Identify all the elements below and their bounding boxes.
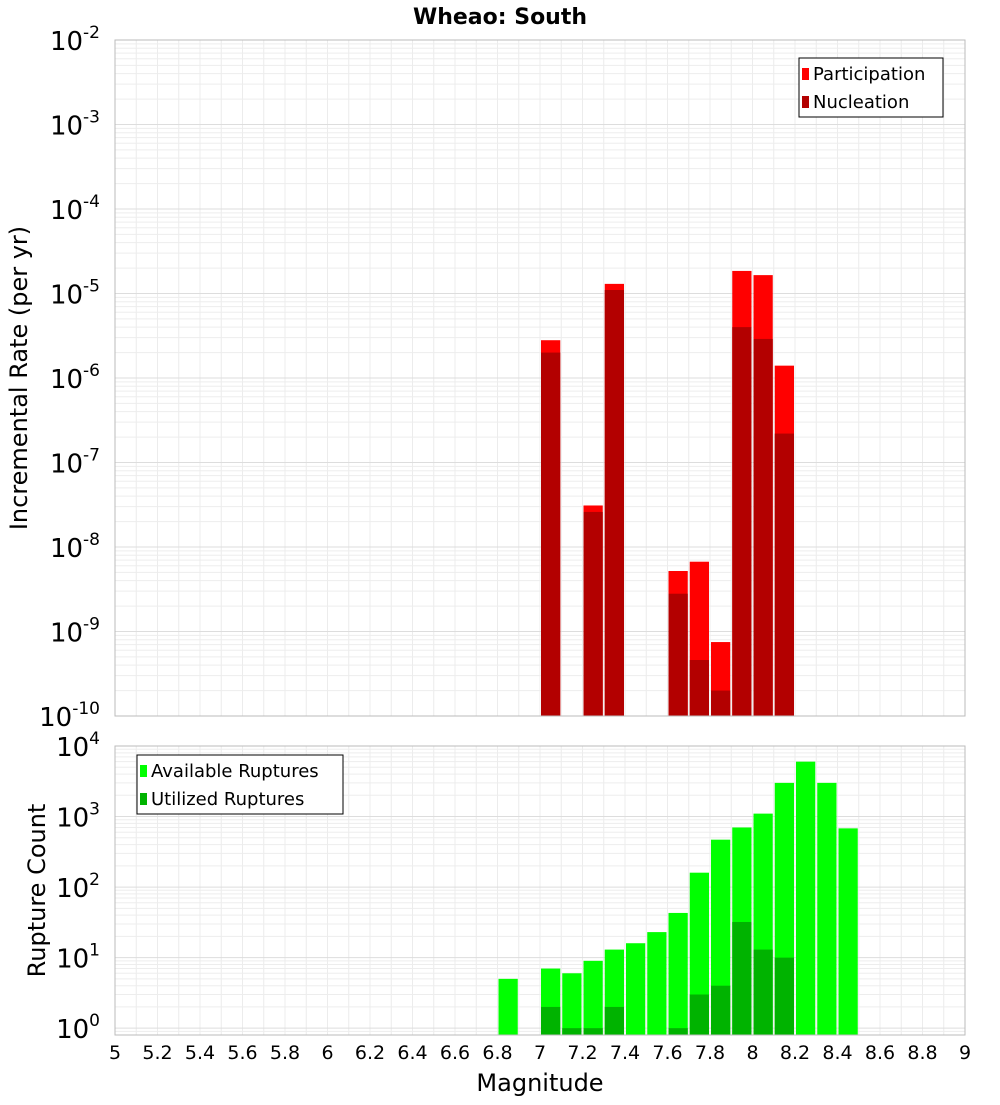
x-tick-label: 7.4 <box>610 1042 640 1064</box>
x-tick-label: 7.2 <box>567 1042 597 1064</box>
bar-utilized-ruptures <box>583 1028 603 1035</box>
y-tick-label: 10-3 <box>50 108 100 142</box>
bar-utilized-ruptures <box>541 1006 561 1035</box>
x-tick-label: 6 <box>321 1042 333 1064</box>
y-tick-label: 101 <box>56 941 100 975</box>
bar-available-ruptures <box>838 828 858 1035</box>
chart-title: Wheao: South <box>413 5 587 30</box>
x-tick-label: 5.2 <box>142 1042 172 1064</box>
bar-utilized-ruptures <box>562 1028 582 1035</box>
x-tick-label: 8.8 <box>907 1042 937 1064</box>
bar-utilized-ruptures <box>668 1028 688 1035</box>
bar-nucleation <box>668 593 688 716</box>
legend-box <box>798 57 944 118</box>
bar-available-ruptures <box>796 761 816 1035</box>
bar-utilized-ruptures <box>774 957 794 1035</box>
legend-entry: Nucleation <box>813 92 909 113</box>
x-tick-label: 6.4 <box>397 1042 427 1064</box>
bar-utilized-ruptures <box>732 921 752 1035</box>
bar-available-ruptures <box>583 960 603 1035</box>
y-tick-label: 102 <box>56 870 100 904</box>
y-tick-label: 10-6 <box>50 361 100 395</box>
y-tick-label: 10-8 <box>50 530 100 564</box>
x-tick-label: 5 <box>109 1042 121 1064</box>
legend-box <box>136 754 344 815</box>
bar-nucleation <box>774 433 794 716</box>
y-tick-label: 103 <box>56 800 100 834</box>
legend-swatch <box>802 68 809 80</box>
panel-1: 100 101 102 103 104 Rupture Count 5 5.2 5.4 5.6 5.… <box>23 729 971 1097</box>
bar-utilized-ruptures <box>689 994 709 1035</box>
x-tick-label: 7 <box>534 1042 546 1064</box>
x-tick-label: 6.2 <box>355 1042 385 1064</box>
y-tick-label: 100 <box>56 1011 100 1045</box>
y-tick-label: 10-9 <box>50 615 100 649</box>
legend-entry: Utilized Ruptures <box>151 789 304 810</box>
x-axis-label: Magnitude <box>476 1069 603 1097</box>
x-tick-label: 8 <box>746 1042 758 1064</box>
y-tick-label: 10-10 <box>39 699 100 733</box>
legend-entry: Available Ruptures <box>151 761 319 782</box>
bar-available-ruptures <box>668 912 688 1035</box>
x-tick-label: 8.4 <box>822 1042 852 1064</box>
panel-0: 10-10 10-9 10-8 10-7 10-6 10-5 10-4 10-3 10-2 Inc… <box>5 23 966 733</box>
bar-nucleation <box>583 511 603 716</box>
bar-available-ruptures <box>689 872 709 1035</box>
x-tick-label: 8.2 <box>780 1042 810 1064</box>
legend-swatch <box>140 765 147 777</box>
legend-entry: Participation <box>813 64 925 85</box>
bar-nucleation <box>689 659 709 716</box>
y-axis-label: Rupture Count <box>23 804 51 978</box>
x-tick-label: 7.8 <box>695 1042 725 1064</box>
bar-nucleation <box>541 352 561 716</box>
y-axis-label: Incremental Rate (per yr) <box>5 226 33 530</box>
bar-nucleation <box>604 290 624 716</box>
y-tick-label: 10-5 <box>50 277 100 311</box>
bar-utilized-ruptures <box>753 949 773 1035</box>
legend: Available Ruptures Utilized Ruptures <box>136 754 344 815</box>
x-tick-label: 6.8 <box>482 1042 512 1064</box>
bar-utilized-ruptures <box>711 985 731 1035</box>
y-tick-label: 10-4 <box>50 192 100 226</box>
x-tick-label: 9 <box>959 1042 971 1064</box>
legend-swatch <box>140 793 147 805</box>
bar-nucleation <box>711 690 731 716</box>
plot-frame <box>114 745 966 1036</box>
bar-utilized-ruptures <box>604 1006 624 1035</box>
legend: Participation Nucleation <box>798 57 944 118</box>
bar-available-ruptures <box>817 782 837 1035</box>
x-tick-label: 5.4 <box>185 1042 215 1064</box>
bar-nucleation <box>753 338 773 716</box>
bar-available-ruptures <box>498 978 518 1035</box>
bar-nucleation <box>732 327 752 716</box>
x-tick-label: 6.6 <box>440 1042 470 1064</box>
x-tick-label: 5.6 <box>227 1042 257 1064</box>
x-tick-label: 7.6 <box>652 1042 682 1064</box>
y-tick-label: 10-2 <box>50 23 100 57</box>
bar-available-ruptures <box>647 932 667 1035</box>
plot-frame <box>114 39 966 717</box>
y-tick-label: 104 <box>56 729 100 763</box>
x-tick-label: 8.6 <box>865 1042 895 1064</box>
bar-available-ruptures <box>626 943 646 1035</box>
legend-swatch <box>802 96 809 108</box>
bar-available-ruptures <box>562 973 582 1035</box>
x-tick-label: 5.8 <box>270 1042 300 1064</box>
y-tick-label: 10-7 <box>50 446 100 480</box>
